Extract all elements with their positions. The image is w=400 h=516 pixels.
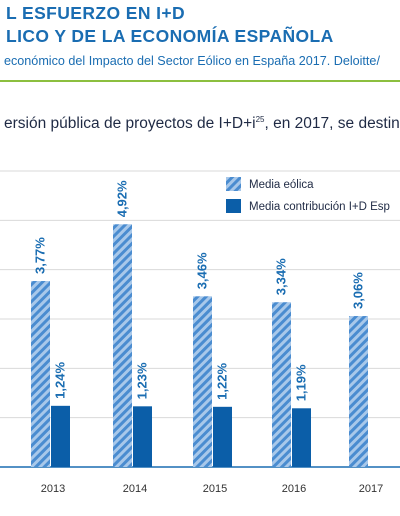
bar-labels: 3,77% 1,24% 4,92% 1,23% 3,46% 1,22% 3,34% 1,19%… [33, 180, 366, 401]
footnote-ref: 25 [255, 115, 265, 124]
bar-media-eolica [193, 296, 212, 467]
bar-media-eolica [31, 281, 50, 467]
x-tick-label: 2017 [359, 483, 383, 495]
x-tick-label: 2016 [282, 483, 306, 495]
title-line-2: LICO Y DE LA ECONOMÍA ESPAÑOLA [6, 26, 334, 46]
bar-label-media-contribucion: 1,24% [53, 362, 68, 399]
intro-text-after: , en 2017, se destin [264, 115, 400, 133]
bars [31, 224, 368, 467]
bar-label-media-contribucion: 1,22% [215, 363, 230, 400]
legend: Media eólica Media contribución I+D Esp [226, 177, 390, 213]
source-line: económico del Impacto del Sector Eólico … [4, 54, 380, 68]
bar-media-eolica [113, 224, 132, 467]
bar-label-media-eolica: 4,92% [115, 180, 130, 217]
legend-swatch-media-contribucion [226, 199, 241, 213]
bar-media-eolica [349, 316, 368, 467]
bar-media-contribucion [51, 405, 70, 467]
x-tick-label: 2014 [123, 483, 147, 495]
title-line-1: L ESFUERZO EN I+D [6, 3, 186, 23]
legend-swatch-media-eolica [226, 177, 241, 191]
x-tick-label: 2013 [41, 483, 65, 495]
bar-label-media-eolica: 3,06% [351, 272, 366, 309]
header-divider [0, 80, 400, 82]
bar-label-media-eolica: 3,46% [195, 252, 210, 289]
bar-label-media-contribucion: 1,19% [294, 364, 309, 401]
bar-label-media-eolica: 3,77% [33, 237, 48, 274]
legend-label-media-contribucion: Media contribución I+D Esp [249, 201, 390, 213]
bar-label-media-eolica: 3,34% [274, 258, 289, 295]
legend-label-media-eolica: Media eólica [249, 179, 314, 191]
bar-media-contribucion [292, 408, 311, 467]
intro-sentence: ersión pública de proyectos de I+D+i25, … [4, 115, 400, 133]
bar-label-media-contribucion: 1,23% [135, 362, 150, 399]
x-tick-label: 2015 [203, 483, 227, 495]
bar-media-contribucion [133, 406, 152, 467]
x-tick-labels: 2013 2014 2015 2016 2017 [41, 483, 383, 495]
header: L ESFUERZO EN I+D LICO Y DE LA ECONOMÍA … [0, 0, 400, 82]
bar-media-contribucion [213, 406, 232, 467]
bar-media-eolica [272, 302, 291, 467]
intro-text: ersión pública de proyectos de I+D+i [4, 115, 256, 133]
